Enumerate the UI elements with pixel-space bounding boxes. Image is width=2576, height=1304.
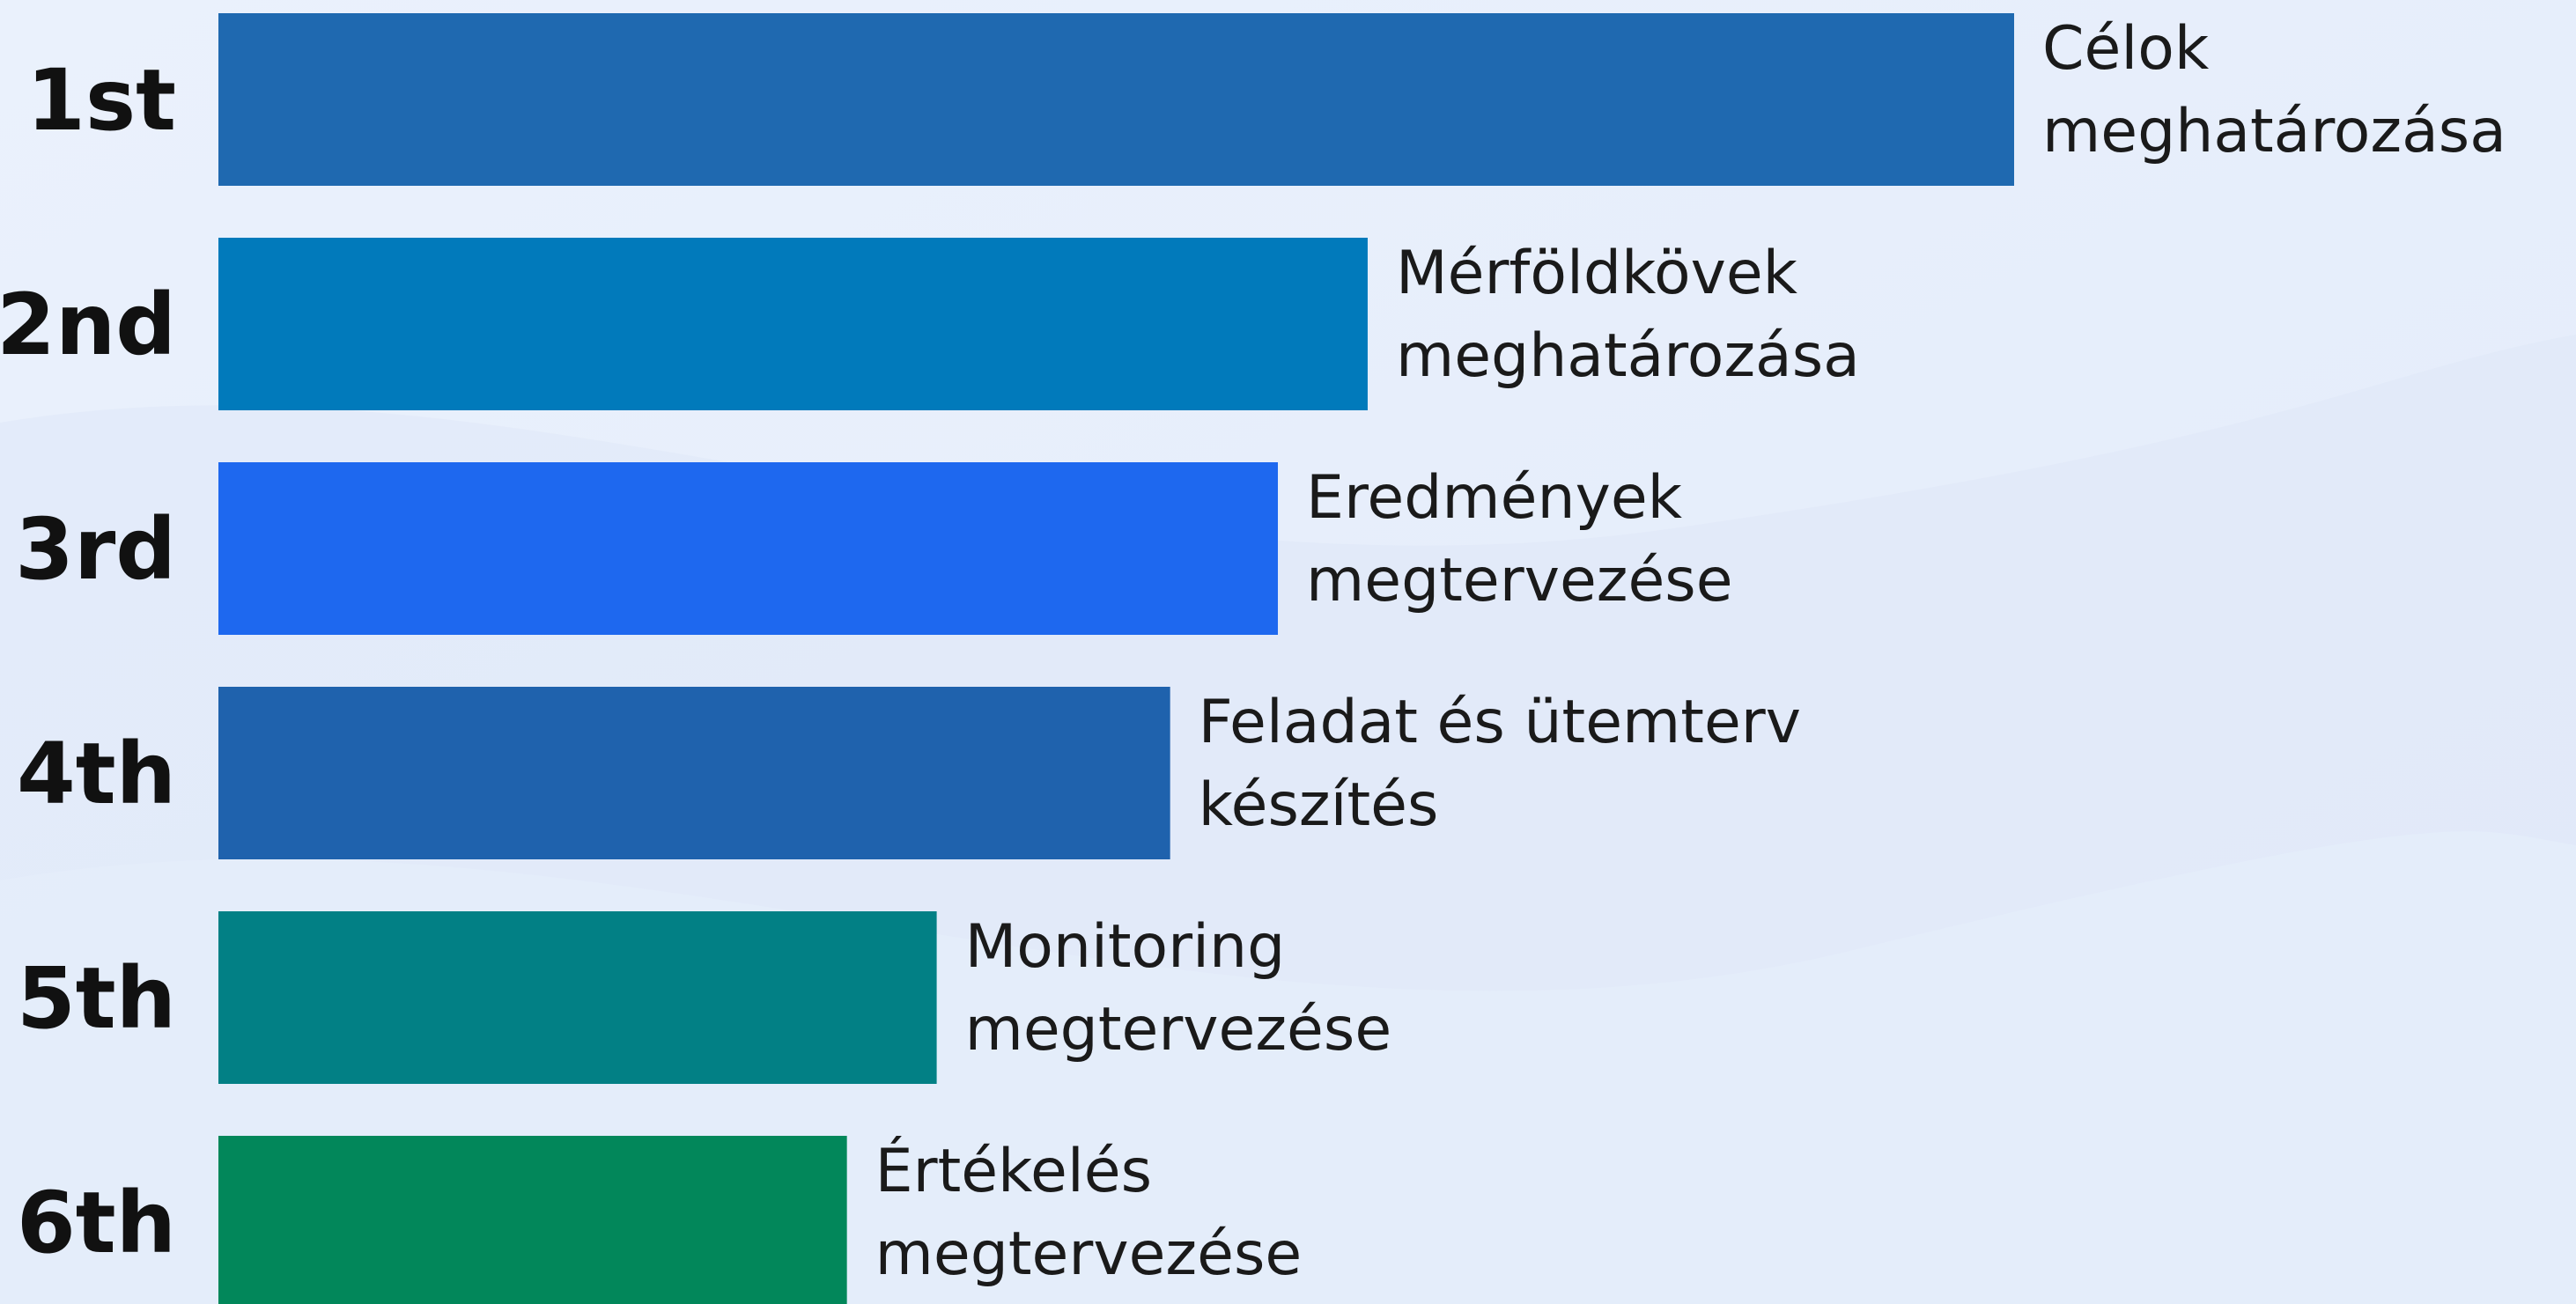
bar-label: Értékelés <box>875 1136 1152 1206</box>
bar-label: Eredmények <box>1306 463 1683 533</box>
bar-label: Feladat és ütemterv <box>1199 688 1801 757</box>
bar <box>218 911 937 1084</box>
category-label: 3rd <box>15 500 176 599</box>
bar-label: meghatározása <box>1396 321 1860 391</box>
category-label: 2nd <box>0 276 176 374</box>
bar-label: Mérföldkövek <box>1396 239 1798 308</box>
bar-label: megtervezése <box>1306 546 1733 615</box>
bar-label: megtervezése <box>875 1219 1303 1289</box>
bar <box>218 462 1279 635</box>
bar <box>218 1136 847 1304</box>
bar <box>218 13 2014 186</box>
category-label: 5th <box>17 949 176 1048</box>
category-label: 4th <box>17 725 176 823</box>
bar-label: megtervezése <box>965 995 1392 1065</box>
bar <box>218 238 1368 410</box>
bar <box>218 687 1170 859</box>
bar-label: Célok <box>2042 14 2210 84</box>
category-label: 1st <box>26 51 176 150</box>
bar-label: Monitoring <box>965 912 1286 982</box>
bar-label: készítés <box>1199 770 1439 840</box>
bar-label: meghatározása <box>2042 97 2506 166</box>
category-label: 6th <box>17 1174 176 1272</box>
